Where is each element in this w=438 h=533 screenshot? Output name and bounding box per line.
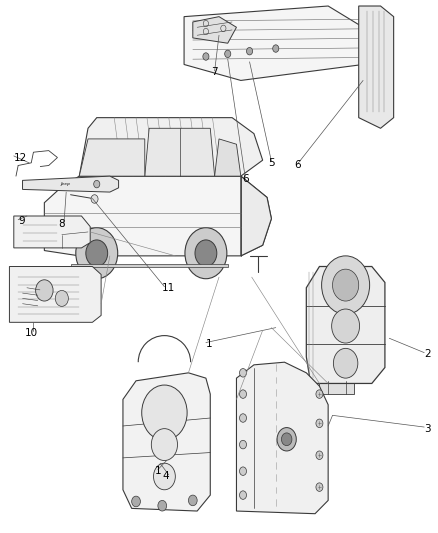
Circle shape: [153, 463, 175, 490]
Circle shape: [240, 368, 247, 377]
Circle shape: [225, 50, 231, 58]
Circle shape: [55, 290, 68, 306]
Circle shape: [247, 47, 253, 55]
Circle shape: [316, 451, 323, 459]
Circle shape: [282, 433, 292, 446]
Circle shape: [86, 240, 108, 266]
Text: 7: 7: [211, 68, 218, 77]
Circle shape: [195, 240, 217, 266]
Circle shape: [158, 500, 166, 511]
Circle shape: [321, 256, 370, 314]
Circle shape: [151, 429, 177, 461]
Circle shape: [188, 495, 197, 506]
Text: 2: 2: [424, 349, 431, 359]
Circle shape: [76, 228, 118, 279]
Circle shape: [333, 349, 358, 378]
Circle shape: [240, 467, 247, 475]
Circle shape: [142, 385, 187, 440]
Text: 11: 11: [162, 283, 176, 293]
Polygon shape: [193, 17, 237, 43]
Circle shape: [316, 483, 323, 491]
Circle shape: [94, 180, 100, 188]
Bar: [237, 221, 258, 237]
Text: 6: 6: [242, 174, 248, 184]
Circle shape: [332, 269, 359, 301]
Polygon shape: [79, 118, 263, 176]
Polygon shape: [359, 6, 394, 128]
Text: 8: 8: [59, 219, 65, 229]
Polygon shape: [237, 362, 328, 514]
Circle shape: [240, 414, 247, 422]
Text: 1: 1: [206, 338, 212, 349]
Polygon shape: [184, 6, 363, 80]
Circle shape: [332, 309, 360, 343]
Circle shape: [277, 427, 296, 451]
Text: 1: 1: [155, 466, 161, 476]
Circle shape: [35, 280, 53, 301]
Bar: [319, 381, 354, 394]
Text: 10: 10: [25, 328, 38, 338]
Polygon shape: [241, 176, 272, 256]
Circle shape: [185, 228, 227, 279]
Polygon shape: [44, 176, 272, 256]
Text: 9: 9: [18, 216, 25, 227]
Polygon shape: [22, 176, 119, 192]
Circle shape: [316, 390, 323, 398]
Circle shape: [273, 45, 279, 52]
Text: Jeep: Jeep: [61, 182, 71, 186]
Polygon shape: [10, 266, 101, 322]
Circle shape: [240, 440, 247, 449]
Text: 6: 6: [294, 160, 301, 171]
Text: 3: 3: [424, 424, 431, 434]
Polygon shape: [14, 216, 90, 248]
Polygon shape: [215, 139, 241, 176]
Circle shape: [91, 195, 98, 203]
Text: 4: 4: [162, 472, 169, 481]
Circle shape: [240, 390, 247, 398]
Polygon shape: [71, 264, 228, 266]
Circle shape: [240, 491, 247, 499]
Polygon shape: [306, 266, 385, 383]
Circle shape: [132, 496, 141, 507]
Text: 5: 5: [268, 158, 275, 168]
Polygon shape: [123, 373, 210, 511]
Polygon shape: [79, 139, 145, 176]
Circle shape: [203, 53, 209, 60]
Circle shape: [316, 419, 323, 427]
Text: 12: 12: [14, 152, 27, 163]
Polygon shape: [145, 128, 215, 176]
